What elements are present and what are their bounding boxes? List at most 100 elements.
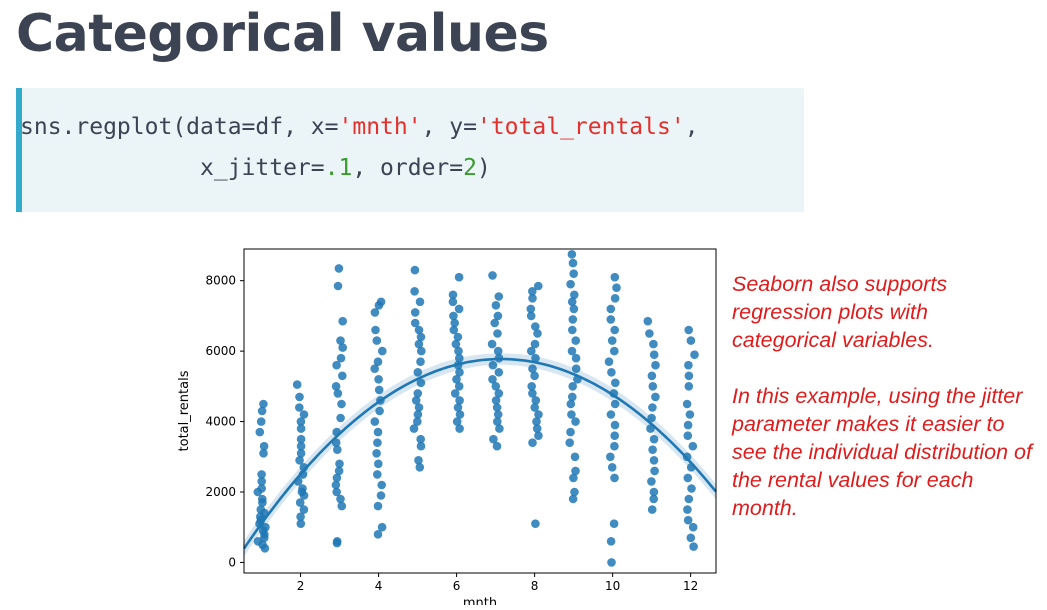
data-point	[299, 410, 309, 419]
code-block	[16, 88, 804, 212]
data-point	[493, 329, 502, 338]
data-point	[374, 385, 384, 395]
data-point	[375, 406, 384, 416]
regplot-figure: 2 4 6 8 10 12 0 2000 4000 6000 8000 mnth total_re…	[168, 240, 728, 610]
data-point	[332, 487, 341, 497]
data-point	[409, 424, 419, 433]
data-point	[295, 392, 304, 402]
x-tick-label: 8	[531, 579, 539, 593]
data-point	[370, 308, 380, 317]
code-text: )	[476, 155, 491, 181]
data-point	[607, 336, 617, 345]
data-point	[688, 441, 698, 451]
data-point	[651, 360, 660, 370]
data-point	[570, 290, 579, 300]
data-point	[488, 271, 497, 280]
data-point	[530, 339, 540, 349]
data-point	[606, 410, 616, 419]
data-point	[377, 480, 386, 490]
x-tick-label: 2	[297, 579, 305, 593]
data-point	[259, 441, 269, 451]
data-point	[684, 371, 694, 381]
data-point	[647, 505, 657, 514]
data-point	[411, 396, 421, 405]
data-point	[336, 336, 345, 345]
data-point	[650, 466, 659, 476]
data-point	[337, 501, 347, 511]
data-point	[256, 417, 266, 426]
data-point	[684, 360, 693, 370]
data-point	[371, 325, 380, 335]
data-point	[571, 364, 581, 373]
data-point	[526, 304, 536, 314]
data-point	[527, 346, 536, 356]
data-point	[415, 463, 425, 472]
data-point	[338, 316, 347, 326]
code-string-y: 'total_rentals'	[476, 114, 685, 140]
data-point	[645, 329, 654, 338]
data-point	[455, 424, 464, 433]
data-point	[610, 272, 620, 282]
data-point	[567, 410, 576, 419]
x-tick-label: 6	[453, 579, 461, 593]
data-point	[296, 417, 306, 426]
data-point	[566, 427, 575, 437]
data-point	[292, 380, 302, 389]
x-tick-label: 4	[375, 579, 383, 593]
data-point	[410, 308, 420, 317]
data-point	[414, 403, 424, 412]
code-string-x: 'mnth'	[338, 114, 422, 140]
data-point	[299, 505, 309, 514]
data-point	[568, 315, 578, 324]
data-point	[332, 360, 341, 370]
data-point	[451, 339, 461, 349]
data-point	[373, 501, 383, 511]
data-point	[684, 325, 693, 335]
data-point	[648, 445, 657, 454]
data-point	[647, 371, 657, 381]
data-point	[566, 279, 575, 289]
data-point	[527, 382, 536, 391]
data-point	[534, 281, 543, 291]
data-point	[609, 519, 619, 528]
data-point	[493, 417, 502, 426]
data-point	[450, 318, 460, 328]
data-point	[683, 431, 693, 440]
data-point	[454, 346, 463, 356]
data-point	[526, 311, 536, 321]
data-point	[606, 315, 616, 324]
data-point	[494, 292, 504, 301]
data-point	[377, 522, 387, 532]
data-point	[571, 353, 581, 363]
data-point	[649, 456, 659, 465]
data-point	[417, 346, 426, 356]
data-point	[493, 311, 503, 321]
data-point	[452, 417, 462, 426]
data-point	[649, 434, 659, 444]
data-point	[296, 512, 305, 521]
data-point	[568, 494, 578, 504]
data-point	[332, 473, 342, 483]
y-tick-label: 8000	[205, 274, 236, 288]
data-point	[454, 304, 464, 314]
data-point	[689, 542, 698, 551]
data-point	[295, 403, 304, 412]
data-point	[684, 382, 694, 391]
data-point	[493, 346, 503, 356]
data-point	[336, 494, 345, 504]
data-point	[455, 353, 464, 363]
code-text: x_jitter=	[200, 155, 325, 181]
data-point	[296, 434, 306, 444]
data-point	[492, 441, 502, 451]
data-point	[606, 452, 615, 462]
data-point	[683, 420, 693, 430]
x-tick-label: 12	[683, 579, 698, 593]
data-point	[570, 487, 579, 497]
data-point	[528, 389, 537, 398]
data-point	[455, 368, 464, 377]
data-point	[606, 537, 616, 546]
data-point	[649, 339, 658, 349]
data-point	[295, 456, 304, 465]
data-point	[337, 399, 346, 409]
data-point	[571, 417, 580, 426]
